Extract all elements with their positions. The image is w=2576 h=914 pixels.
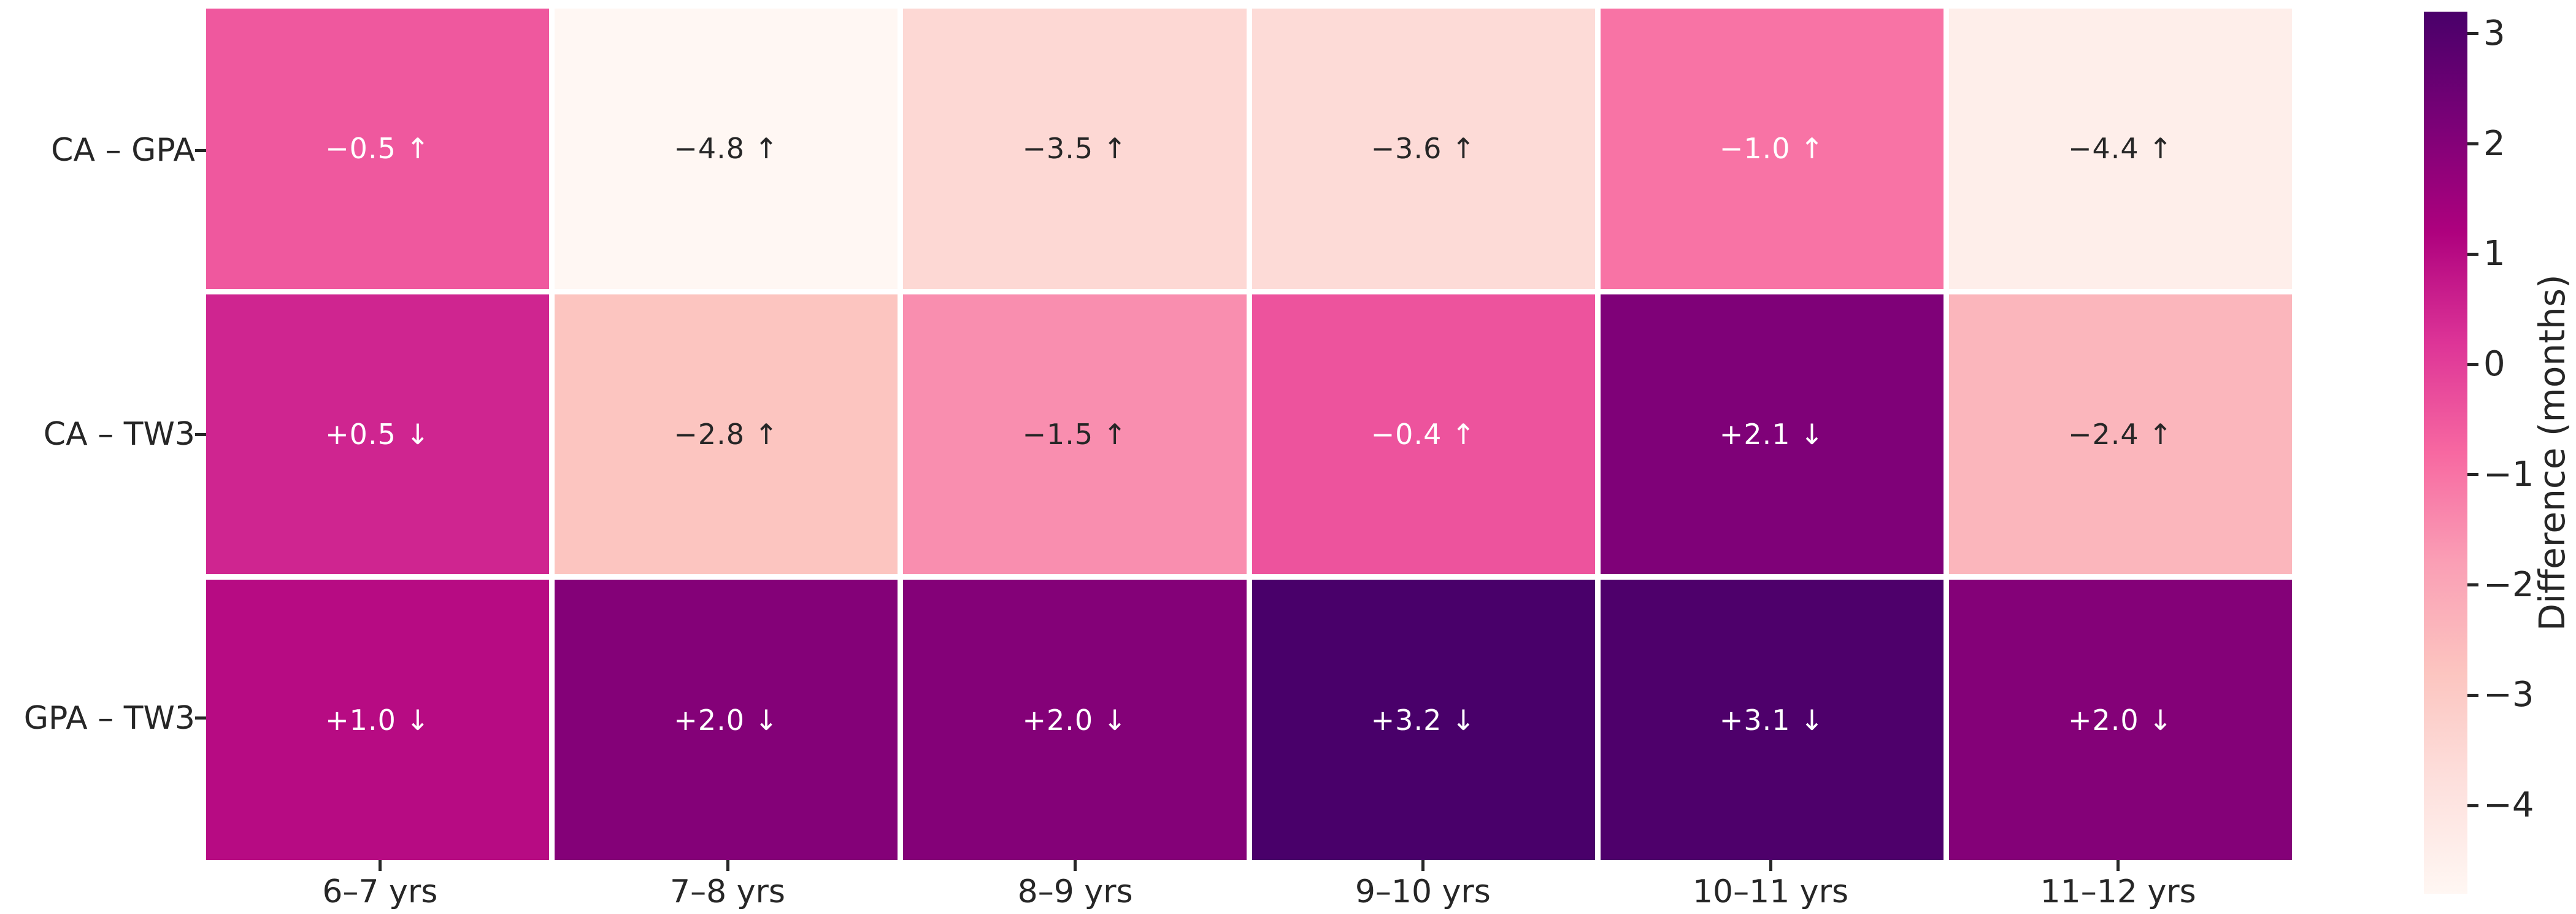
heatmap-cell: −0.4 ↑	[1251, 294, 1595, 575]
x-axis-tick	[378, 860, 382, 871]
heatmap-cell: +0.5 ↓	[206, 294, 550, 575]
colorbar-tick	[2467, 142, 2478, 146]
y-axis-tick	[195, 148, 206, 152]
colorbar-tick-label: 1	[2483, 234, 2505, 274]
column-label: 10–11 yrs	[1692, 874, 1849, 910]
heatmap-cell: −2.4 ↑	[1948, 294, 2292, 575]
colorbar-tick-label: −2	[2483, 564, 2534, 605]
row-label: GPA – TW3	[23, 699, 195, 737]
heatmap-cell: −3.6 ↑	[1251, 9, 1595, 289]
heatmap-cell: −2.8 ↑	[555, 294, 898, 575]
colorbar-tick	[2467, 363, 2478, 366]
heatmap-cell: −4.8 ↑	[555, 9, 898, 289]
y-axis-tick	[195, 432, 206, 436]
x-axis-tick	[1769, 860, 1772, 871]
x-axis-tick	[2117, 860, 2120, 871]
colorbar-tick-label: 3	[2483, 13, 2505, 53]
x-axis-tick	[1421, 860, 1424, 871]
colorbar-tick	[2467, 252, 2478, 256]
heatmap-cell: −4.4 ↑	[1948, 9, 2292, 289]
heatmap-cell: −1.5 ↑	[903, 294, 1247, 575]
colorbar-tick-label: 2	[2483, 123, 2505, 164]
colorbar-axis-label: Difference (months)	[2531, 274, 2573, 631]
x-axis-tick	[1074, 860, 1077, 871]
heatmap-cell: −3.5 ↑	[903, 9, 1247, 289]
heatmap-cell: +2.0 ↓	[903, 580, 1247, 860]
x-axis-tick	[726, 860, 729, 871]
heatmap-cell: +2.0 ↓	[555, 580, 898, 860]
heatmap-cell: −1.0 ↑	[1600, 9, 1944, 289]
colorbar-tick-label: 0	[2483, 344, 2505, 385]
colorbar-tick	[2467, 693, 2478, 697]
heatmap: −0.5 ↑ −4.8 ↑ −3.5 ↑ −3.6 ↑ −1.0 ↑ −4.4 ↑ +0.5…	[206, 9, 2292, 860]
colorbar-tick	[2467, 583, 2478, 587]
column-label: 9–10 yrs	[1355, 874, 1491, 910]
column-label: 11–12 yrs	[2040, 874, 2196, 910]
heatmap-cell: +3.2 ↓	[1251, 580, 1595, 860]
heatmap-cell: +2.0 ↓	[1948, 580, 2292, 860]
row-label: CA – GPA	[51, 132, 195, 169]
y-axis-tick	[195, 716, 206, 720]
colorbar-tick-label: −1	[2483, 454, 2534, 494]
colorbar	[2424, 12, 2467, 894]
column-label: 7–8 yrs	[670, 874, 785, 910]
heatmap-cell: +2.1 ↓	[1600, 294, 1944, 575]
colorbar-tick	[2467, 804, 2478, 807]
colorbar-tick	[2467, 32, 2478, 36]
row-label: CA – TW3	[43, 416, 195, 453]
colorbar-tick	[2467, 473, 2478, 477]
heatmap-cell: −0.5 ↑	[206, 9, 550, 289]
heatmap-cell: +3.1 ↓	[1600, 580, 1944, 860]
column-label: 6–7 yrs	[322, 874, 438, 910]
colorbar-tick-label: −3	[2483, 675, 2534, 715]
heatmap-cell: +1.0 ↓	[206, 580, 550, 860]
column-label: 8–9 yrs	[1017, 874, 1133, 910]
colorbar-tick-label: −4	[2483, 785, 2534, 826]
